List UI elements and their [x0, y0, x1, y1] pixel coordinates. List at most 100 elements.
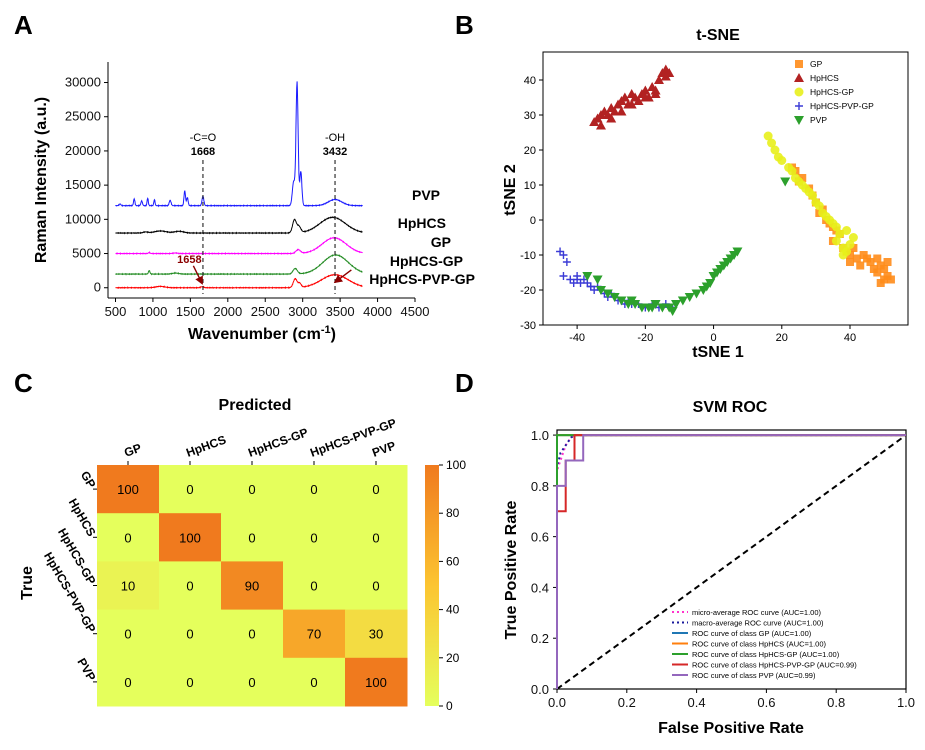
tsne-point-pvp — [691, 289, 702, 299]
raman-y-tick-label: 20000 — [65, 143, 101, 158]
cm-cell-value: 0 — [186, 482, 193, 497]
roc-legend-label: ROC curve of class HpHCS-PVP-GP (AUC=0.9… — [692, 661, 857, 670]
tsne-x-tick-label: 0 — [710, 332, 716, 344]
tsne-y-tick-label: -30 — [520, 320, 536, 332]
cm-col-label: GP — [122, 441, 143, 460]
cm-cell — [221, 561, 284, 611]
cm-cell — [345, 561, 408, 611]
raman-line-gp — [115, 236, 363, 256]
tsne-title: t-SNE — [696, 27, 740, 44]
tsne-y-tick-label: -10 — [520, 250, 536, 262]
tsne-legend-label: HpHCS-GP — [810, 87, 854, 97]
tsne-point-hphcs — [609, 106, 620, 116]
cm-cell-value: 0 — [372, 482, 379, 497]
tsne-point-gp — [880, 265, 889, 273]
raman-annotation-value: 1668 — [191, 146, 215, 158]
tsne-point-gp — [849, 244, 858, 252]
cm-cell-value: 0 — [310, 675, 317, 690]
tsne-y-tick-label: -20 — [520, 285, 536, 297]
cm-cell — [345, 609, 408, 659]
tsne-point-hphcs — [640, 85, 651, 95]
cm-colorbar-tick-label: 80 — [446, 506, 460, 520]
tsne-point-gp — [873, 268, 882, 277]
raman-annotation-label: -C=O — [190, 132, 217, 144]
cm-colorbar-tick-label: 100 — [446, 458, 466, 472]
tsne-x-tick-label: 40 — [844, 332, 856, 344]
tsne-point-hphcs-gp — [763, 131, 773, 141]
cm-cell-value: 0 — [310, 530, 317, 545]
tsne-point-pvp — [677, 296, 688, 306]
cm-cell-value: 0 — [310, 579, 317, 594]
tsne-point-hphcs-pvp-gp — [590, 286, 599, 294]
tsne-point-hphcs — [653, 75, 664, 84]
tsne-point-pvp — [684, 293, 695, 302]
tsne-legend-label: GP — [810, 59, 823, 69]
roc-x-label: False Positive Rate — [658, 720, 804, 737]
raman-x-tick-label: 4500 — [401, 304, 430, 319]
cm-cell-value: 90 — [245, 579, 259, 594]
tsne-legend-marker — [794, 116, 804, 125]
tsne-point-hphcs-pvp-gp — [562, 258, 571, 266]
raman-x-tick-label: 1500 — [176, 304, 205, 319]
cm-cell-value: 0 — [124, 530, 131, 545]
raman-y-tick-label: 5000 — [72, 246, 101, 261]
cm-cell — [97, 513, 160, 562]
tsne-point-pvp — [602, 289, 613, 299]
roc-y-tick-label: 0.0 — [531, 682, 549, 697]
cm-cell — [97, 657, 160, 707]
raman-y-tick-label: 0 — [94, 280, 101, 295]
tsne-point-hphcs-gp — [845, 240, 855, 249]
cm-cell-value: 0 — [186, 579, 193, 594]
cm-cell-value: 10 — [121, 579, 135, 594]
panel-label-d: D — [455, 368, 474, 398]
tsne-point-hphcs-gp — [842, 226, 852, 235]
tsne-point-hphcs-gp — [831, 222, 841, 232]
cm-cell-value: 100 — [365, 675, 387, 690]
cm-colorbar-tick-label: 60 — [446, 554, 460, 568]
roc-x-tick-label: 1.0 — [897, 695, 915, 710]
raman-series-label: HpHCS-PVP-GP — [369, 271, 475, 287]
roc-line — [556, 434, 906, 689]
panel-label-c: C — [14, 368, 33, 398]
tsne-point-hphcs-gp — [848, 233, 858, 242]
tsne-y-tick-label: 30 — [524, 110, 536, 122]
raman-ticks: 500 1000 1500 2000 2500 3000 3500 4000 4500 0 5000… — [65, 75, 430, 319]
cm-cell-value: 0 — [124, 675, 131, 690]
cm-row-label: GP — [78, 469, 99, 491]
raman-x-tick-label: 500 — [105, 304, 127, 319]
tsne-legend-label: HpHCS — [810, 73, 839, 83]
tsne-frame — [542, 51, 909, 326]
tsne-point-hphcs — [640, 92, 651, 102]
roc-y-tick-label: 0.8 — [531, 479, 549, 494]
roc-legend-label: ROC curve of class HpHCS (AUC=1.00) — [692, 640, 826, 649]
cm-cell — [97, 465, 160, 514]
cm-col-label: HpHCS-GP — [246, 425, 310, 460]
tsne-point-gp — [846, 258, 855, 266]
raman-arrow-label: 1658 — [177, 254, 201, 266]
tsne-legend-marker — [795, 102, 803, 110]
cm-cell-value: 0 — [186, 627, 193, 642]
tsne-y-tick-label: 40 — [524, 75, 536, 87]
tsne-point-hphcs — [595, 120, 606, 130]
tsne-points — [556, 64, 895, 316]
tsne-point-hphcs — [633, 96, 644, 105]
raman-x-tick-label: 1000 — [138, 304, 167, 319]
cm-colorbar-ticks: 0 20 40 60 80 100 — [439, 458, 466, 713]
tsne-point-pvp — [636, 303, 647, 313]
confusion-matrix: Predicted True 100 0 0 0 00 100 0 0 010 0 90 0 00 0 0 7… — [19, 397, 466, 713]
cm-colorbar — [425, 465, 439, 706]
roc-y-tick-label: 1.0 — [531, 428, 549, 443]
roc-x-tick-label: 0.8 — [827, 695, 845, 710]
cm-cell — [345, 465, 408, 514]
cm-cell — [159, 513, 222, 562]
cm-col-label: PVP — [370, 438, 397, 459]
raman-y-label: Raman Intensity (a.u.) — [33, 97, 50, 263]
roc-legend: micro-average ROC curve (AUC=1.00) macro-… — [672, 608, 857, 680]
roc-x-tick-label: 0.6 — [757, 695, 775, 710]
cm-cell-value: 100 — [117, 482, 139, 497]
roc-x-tick-label: 0.0 — [548, 695, 566, 710]
cm-cell — [283, 513, 346, 562]
tsne-point-gp — [886, 275, 895, 284]
cm-cell-value: 0 — [248, 482, 255, 497]
tsne-point-hphcs-gp — [770, 145, 780, 155]
